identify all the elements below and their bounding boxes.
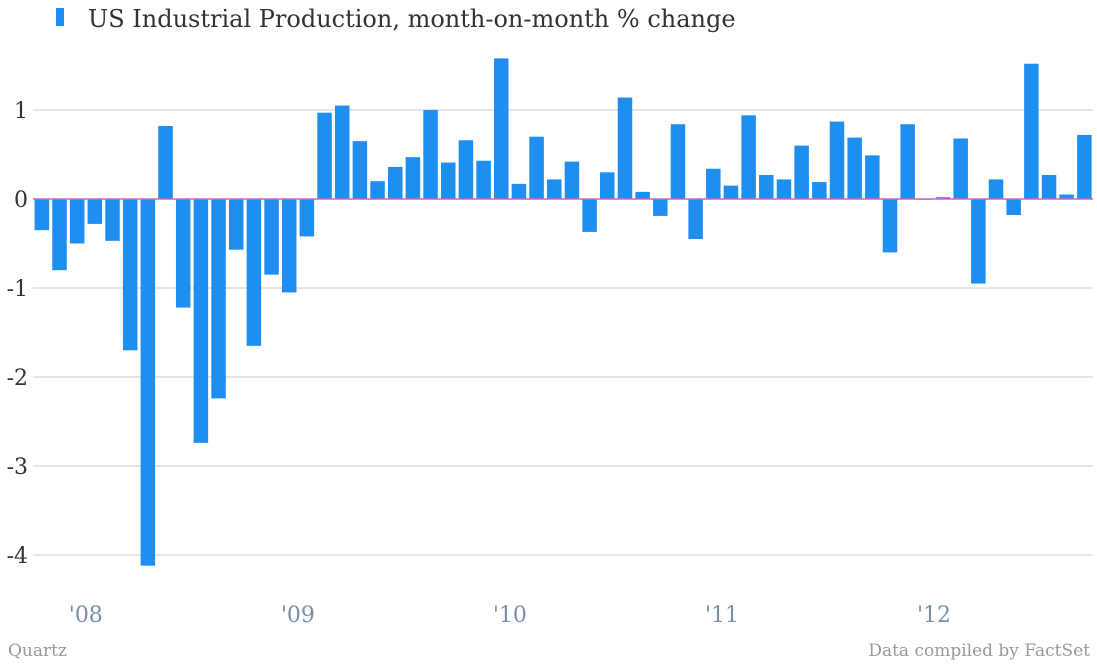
x-axis-labels: '08 '09 '10 '11 '12 <box>69 603 951 628</box>
bar <box>34 199 50 231</box>
bar <box>865 155 880 199</box>
bar <box>670 124 686 199</box>
bar <box>617 97 633 199</box>
bar <box>900 124 915 199</box>
bar <box>52 199 67 271</box>
bar <box>688 199 703 240</box>
bar <box>264 199 279 275</box>
bar <box>529 136 544 199</box>
bar <box>317 112 332 199</box>
bar <box>458 140 474 199</box>
footer-source-left: Quartz <box>8 641 67 661</box>
bar <box>476 160 491 199</box>
bar <box>352 141 368 199</box>
bar <box>600 172 615 199</box>
bar <box>281 199 297 293</box>
legend-label: US Industrial Production, month-on-month… <box>88 5 736 33</box>
x-tick-label: '10 <box>493 603 527 628</box>
x-tick-label: '12 <box>917 603 951 628</box>
bar <box>423 110 438 199</box>
bar <box>122 199 138 351</box>
footer-source-right: Data compiled by FactSet <box>868 641 1090 661</box>
y-axis-labels: 1 0 -1 -2 -3 -4 <box>7 99 28 569</box>
bar <box>847 137 862 199</box>
bar <box>741 115 756 199</box>
x-tick-label: '11 <box>705 603 739 628</box>
bar <box>653 199 668 216</box>
bar <box>87 199 103 224</box>
y-tick-label: 0 <box>14 188 28 213</box>
legend-swatch <box>56 8 64 26</box>
x-tick-label: '08 <box>69 603 103 628</box>
bar <box>971 199 986 284</box>
bar <box>511 183 527 199</box>
grid <box>33 109 1093 556</box>
bar <box>723 185 739 199</box>
bar <box>105 199 120 241</box>
bar <box>140 199 156 566</box>
bar <box>69 199 85 244</box>
bar <box>1006 199 1021 216</box>
bar <box>228 199 244 250</box>
bar <box>334 105 350 199</box>
bar <box>193 199 209 443</box>
bar <box>370 181 385 199</box>
bar <box>299 199 315 237</box>
bar <box>405 157 421 199</box>
bar <box>776 179 792 199</box>
y-tick-label: -2 <box>7 366 28 391</box>
bar <box>175 199 191 308</box>
bar <box>706 168 721 199</box>
bar <box>547 179 562 199</box>
y-tick-label: -1 <box>7 277 28 302</box>
bar <box>494 58 509 199</box>
legend: US Industrial Production, month-on-month… <box>56 5 736 33</box>
bar <box>829 121 845 199</box>
bar <box>211 199 226 399</box>
bar <box>635 191 650 199</box>
bar <box>1041 174 1057 199</box>
bar <box>387 166 403 199</box>
bar <box>158 126 173 199</box>
y-tick-label: 1 <box>14 99 28 124</box>
bar <box>564 161 580 199</box>
bar <box>582 199 597 232</box>
bar <box>1077 134 1092 199</box>
bar <box>1024 63 1039 199</box>
bars <box>34 58 1092 566</box>
bar <box>441 162 456 199</box>
bar <box>953 138 968 199</box>
bar <box>759 174 774 199</box>
bar <box>882 199 898 253</box>
bar <box>1059 194 1074 199</box>
bar <box>794 145 809 199</box>
bar <box>246 199 262 346</box>
x-tick-label: '09 <box>281 603 315 628</box>
bar <box>935 197 951 199</box>
y-tick-label: -4 <box>7 544 28 569</box>
y-tick-label: -3 <box>7 455 28 480</box>
bar <box>812 182 827 199</box>
bar <box>988 179 1004 199</box>
